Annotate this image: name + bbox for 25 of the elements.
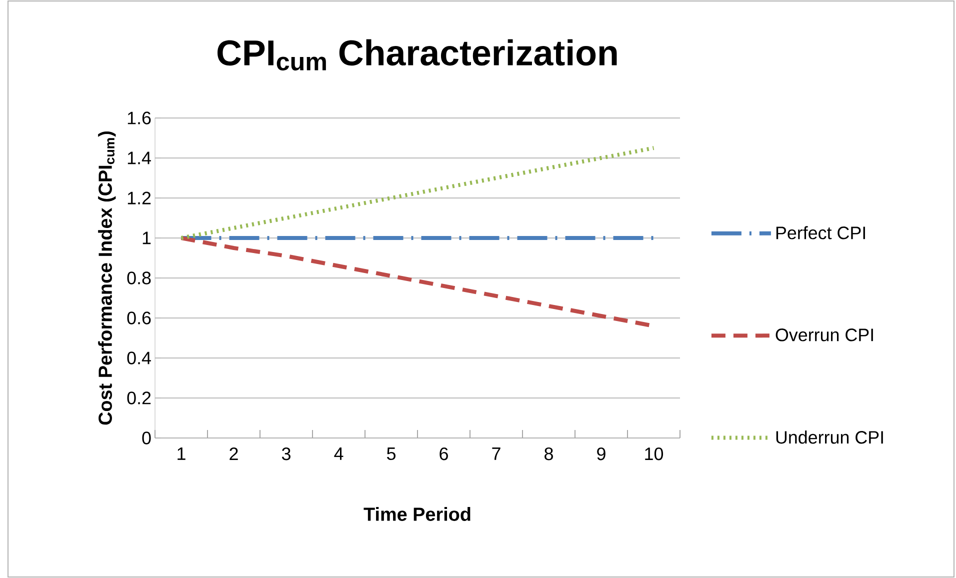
y-tick-label: 1 [142, 232, 151, 244]
y-tick-label: 1.2 [128, 192, 151, 204]
chart-title: CPI$_{cum}$ Characterization [218, 39, 617, 70]
x-tick-label: 6 [440, 447, 448, 460]
x-tick-label: 10 [645, 447, 664, 460]
y-tick-label: 0.4 [127, 352, 151, 364]
y-tick-label: 0.2 [127, 392, 151, 404]
x-tick-label: 5 [386, 448, 396, 460]
legend-label: Overrun CPI [776, 328, 873, 342]
y-axis-title: Cost Performance Index (CPI$_{cum}$) [98, 131, 116, 425]
x-tick-label: 4 [334, 448, 344, 460]
y-tick-label: 0 [142, 432, 151, 444]
y-tick-label: 0.6 [127, 312, 151, 324]
x-tick-label: 9 [597, 447, 606, 460]
x-tick-label: 3 [282, 447, 290, 460]
x-tick-label: 7 [492, 448, 500, 460]
x-tick-label: 1 [178, 448, 186, 460]
y-tick-label: 1.6 [128, 112, 151, 124]
x-tick-label: 8 [544, 447, 553, 460]
x-tick-label: 2 [230, 447, 238, 460]
y-tick-label: 0.8 [127, 272, 151, 284]
x-axis-title: Time Period [364, 507, 470, 521]
legend-label: Perfect CPI [776, 226, 865, 240]
y-tick-label: 1.4 [128, 152, 151, 164]
legend-label: Underrun CPI [776, 430, 883, 444]
